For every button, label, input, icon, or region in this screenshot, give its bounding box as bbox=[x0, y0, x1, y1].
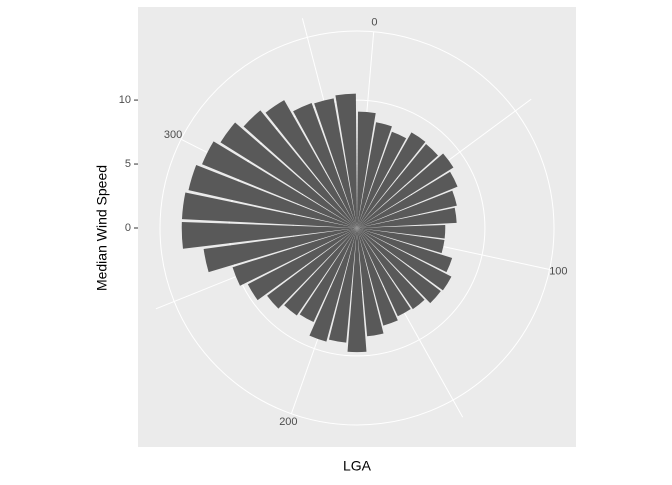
bar bbox=[357, 228, 452, 291]
bar bbox=[357, 132, 426, 228]
x-axis-title: LGA bbox=[343, 458, 372, 474]
bar bbox=[357, 228, 425, 310]
bar bbox=[357, 228, 398, 326]
x-tick-label: 100 bbox=[549, 265, 567, 277]
bar bbox=[335, 93, 357, 228]
bar bbox=[181, 192, 357, 228]
bar bbox=[314, 98, 357, 228]
bar bbox=[243, 110, 357, 228]
bar bbox=[299, 228, 357, 323]
bar bbox=[357, 122, 392, 228]
bar bbox=[309, 228, 357, 342]
y-tick-label: 5 bbox=[125, 158, 131, 170]
bar bbox=[328, 228, 357, 343]
bar bbox=[357, 228, 453, 273]
bar bbox=[347, 228, 367, 353]
bar bbox=[357, 228, 411, 317]
x-tick-label: 0 bbox=[371, 17, 377, 29]
x-tick-label: 200 bbox=[279, 416, 297, 428]
bar bbox=[293, 102, 357, 228]
bar bbox=[284, 228, 357, 316]
y-tick-label: 0 bbox=[125, 222, 131, 234]
bar bbox=[357, 225, 446, 239]
bar bbox=[357, 228, 445, 254]
bar bbox=[188, 164, 357, 228]
bar bbox=[203, 228, 357, 273]
bar bbox=[265, 100, 357, 228]
bar bbox=[181, 222, 357, 249]
y-axis-title: Median Wind Speed bbox=[94, 165, 110, 291]
bar bbox=[202, 141, 357, 228]
bar bbox=[232, 228, 357, 286]
x-tick-label: 300 bbox=[164, 129, 182, 141]
bar bbox=[247, 228, 357, 301]
bar bbox=[357, 153, 454, 228]
grid-circle bbox=[159, 30, 555, 426]
bar bbox=[357, 228, 384, 337]
bar bbox=[357, 207, 457, 228]
bar bbox=[267, 228, 357, 309]
bar bbox=[220, 122, 357, 228]
bar bbox=[357, 190, 457, 228]
y-tick-label: 10 bbox=[119, 94, 131, 106]
bar bbox=[357, 171, 458, 228]
bar bbox=[357, 228, 441, 304]
bar bbox=[357, 131, 407, 228]
bar bbox=[357, 143, 439, 228]
bar bbox=[357, 111, 376, 228]
